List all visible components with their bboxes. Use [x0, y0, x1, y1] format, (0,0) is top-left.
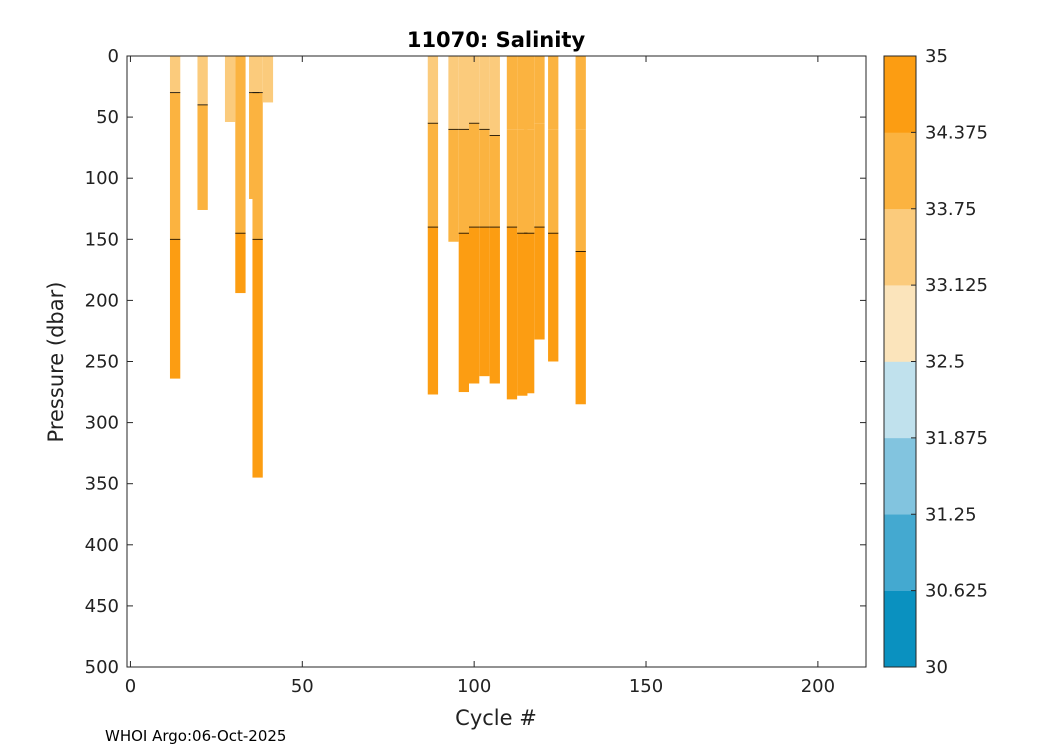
- profile-band: [548, 233, 559, 362]
- profile-band: [534, 56, 545, 124]
- profile-band: [575, 251, 586, 405]
- colorbar-segment: [884, 514, 916, 591]
- contour-lines: [169, 92, 586, 252]
- profile-band: [252, 239, 263, 478]
- profile-band: [534, 227, 545, 340]
- colorbar-label: 34.375: [925, 122, 988, 143]
- x-tick-label: 150: [629, 676, 663, 697]
- colorbar-label: 31.875: [925, 428, 988, 449]
- x-axis: 0 50 100 150 200: [125, 56, 835, 697]
- profile-band: [479, 56, 490, 130]
- y-tick-label: 50: [96, 107, 119, 128]
- profile-band: [235, 56, 246, 234]
- profile-band: [517, 233, 528, 396]
- profile-band: [506, 56, 518, 130]
- colorbar-segment: [884, 56, 916, 133]
- profile-band: [479, 227, 490, 377]
- colorbar-segment: [884, 208, 916, 286]
- profile-band: [427, 56, 439, 124]
- colorbar: 30 30.625 31.25 31.875 32.5 33.125 33.75 34.375…: [883, 46, 988, 678]
- colorbar-label: 30.625: [925, 581, 988, 602]
- colorbar-label: 30: [925, 657, 948, 678]
- profile-band: [523, 233, 535, 394]
- y-axis: 0 50 100 150 200 250 300 350 400 450 500: [85, 46, 866, 678]
- profile-band: [534, 123, 545, 228]
- y-axis-label: Pressure (dbar): [44, 282, 68, 443]
- profile-band: [448, 129, 459, 242]
- profile-band: [575, 56, 586, 130]
- profile-band: [506, 129, 518, 228]
- profile-band: [469, 123, 480, 228]
- profile-band: [479, 129, 490, 228]
- profile-band: [458, 56, 470, 130]
- profile-band: [427, 123, 439, 228]
- x-axis-label: Cycle #: [455, 706, 537, 730]
- colorbar-label: 33.125: [925, 275, 988, 296]
- profile-band: [523, 129, 535, 234]
- profile-band: [458, 233, 470, 393]
- profile-band: [252, 92, 263, 240]
- x-tick-label: 200: [801, 676, 835, 697]
- profile-band: [575, 129, 586, 252]
- profile-band: [235, 233, 246, 294]
- profile-band: [458, 129, 470, 234]
- profiles-layer: [169, 56, 586, 478]
- colorbar-segment: [884, 590, 916, 668]
- colorbar-segment: [884, 437, 916, 515]
- profile-band: [197, 56, 208, 105]
- y-tick-label: 500: [85, 657, 119, 678]
- colorbar-label: 31.25: [925, 504, 977, 525]
- profile-band: [469, 227, 480, 384]
- profile-band: [548, 56, 559, 130]
- x-tick-label: 50: [291, 676, 314, 697]
- y-tick-label: 400: [85, 535, 119, 556]
- colorbar-label: 32.5: [925, 352, 965, 373]
- profile-band: [517, 129, 528, 234]
- profile-band: [506, 227, 518, 400]
- footer-credit: WHOI Argo:06-Oct-2025: [105, 727, 286, 745]
- colorbar-segment: [884, 285, 916, 362]
- y-tick-label: 450: [85, 596, 119, 617]
- y-tick-label: 250: [85, 352, 119, 373]
- profile-band: [469, 56, 480, 124]
- profile-band: [262, 56, 274, 103]
- y-tick-label: 350: [85, 474, 119, 495]
- y-tick-label: 100: [85, 168, 119, 189]
- profile-band: [427, 227, 439, 395]
- profile-band: [448, 56, 459, 130]
- x-tick-label: 100: [457, 676, 491, 697]
- x-tick-label: 0: [125, 676, 136, 697]
- profile-band: [523, 56, 535, 130]
- profile-band: [197, 104, 208, 210]
- profile-band: [169, 239, 181, 379]
- profile-band: [169, 56, 181, 93]
- colorbar-label: 33.75: [925, 199, 977, 220]
- profile-band: [169, 92, 181, 240]
- y-tick-label: 150: [85, 229, 119, 250]
- colorbar-segment: [884, 132, 916, 210]
- profile-band: [224, 56, 236, 122]
- profile-band: [252, 56, 263, 93]
- y-tick-label: 200: [85, 290, 119, 311]
- profile-band: [517, 56, 528, 130]
- chart-title: 11070: Salinity: [407, 28, 586, 52]
- colorbar-segment: [884, 361, 916, 439]
- profile-band: [548, 129, 559, 234]
- profile-band: [489, 56, 500, 136]
- profile-band: [489, 135, 500, 228]
- colorbar-label: 35: [925, 46, 948, 67]
- y-tick-label: 300: [85, 413, 119, 434]
- profile-band: [489, 227, 500, 384]
- y-tick-label: 0: [108, 46, 119, 67]
